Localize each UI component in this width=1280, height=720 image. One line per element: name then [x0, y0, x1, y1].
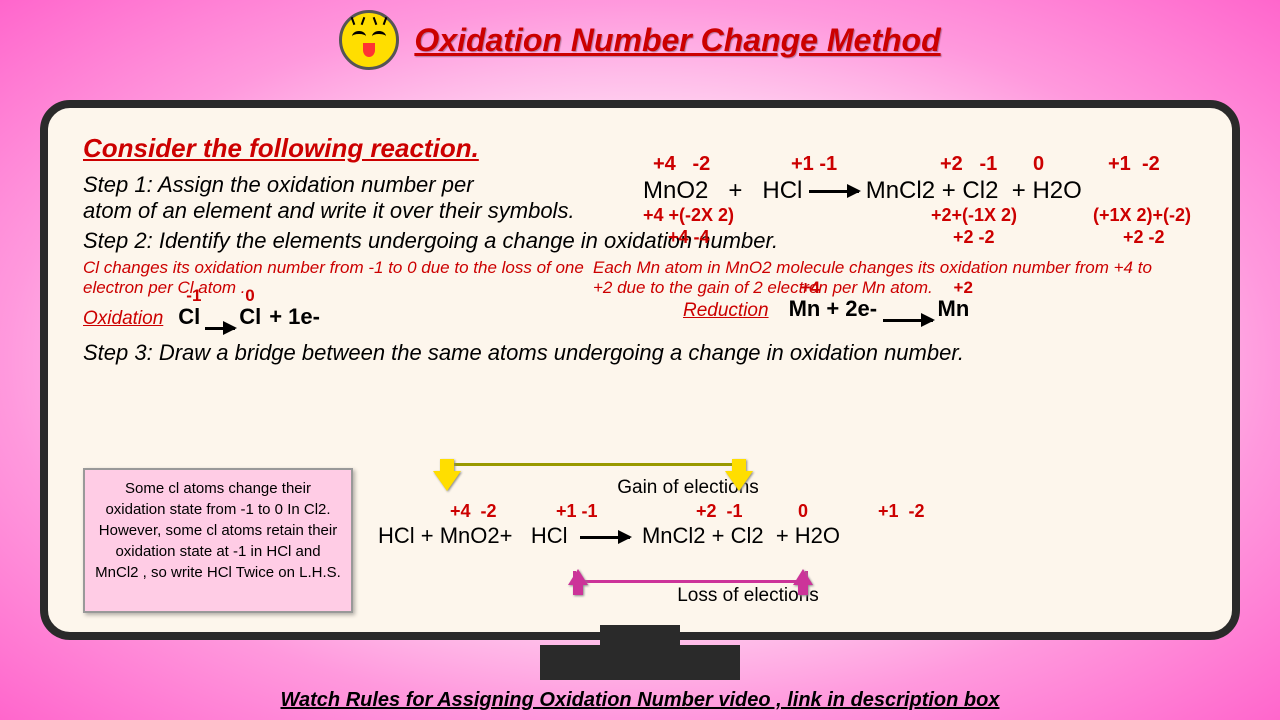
footer-text: Watch Rules for Assigning Oxidation Numb… — [0, 689, 1280, 712]
header: Oxidation Number Change Method — [0, 0, 1280, 70]
bridge-diagram: Gain of elections +4 -2 +1 -1 +2 -1 0 +1… — [378, 463, 998, 607]
main-equation: +4 -2 +1 -1 +2 -1 0 +1 -2 MnO2 + HCl MnC… — [643, 153, 1223, 249]
reduction-label: Reduction — [683, 300, 769, 322]
cl-note: Cl changes its oxidation number from -1 … — [83, 258, 593, 298]
emoji-icon — [339, 10, 399, 70]
step3-text: Step 3: Draw a bridge between the same a… — [83, 340, 1197, 366]
gain-label: Gain of elections — [378, 477, 998, 499]
step1-text: Step 1: Assign the oxidation number per — [83, 172, 603, 198]
monitor-stand — [540, 645, 740, 680]
page-title: Oxidation Number Change Method — [414, 22, 940, 59]
mn-note: Each Mn atom in MnO2 molecule changes it… — [593, 258, 1153, 298]
info-box: Some cl atoms change their oxidation sta… — [83, 468, 353, 613]
monitor-frame: Consider the following reaction. +4 -2 +… — [40, 100, 1240, 640]
subheading: Consider the following reaction. — [83, 133, 479, 163]
oxidation-label: Oxidation — [83, 308, 163, 330]
